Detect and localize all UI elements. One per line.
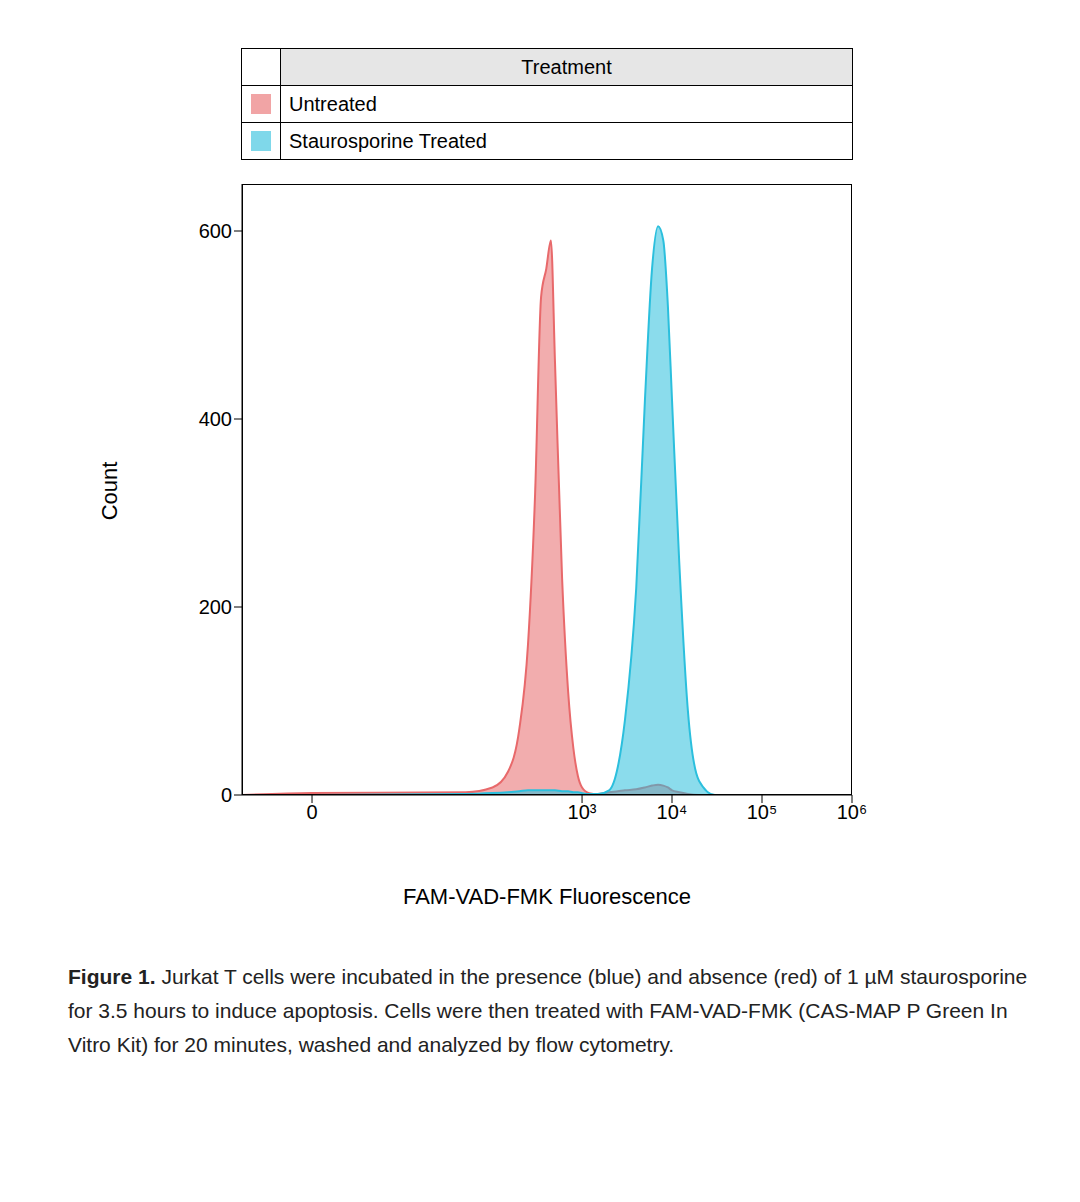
svg-text:10⁴: 10⁴ xyxy=(657,801,688,823)
html-text:Staurosporine Treated: Staurosporine Treated xyxy=(289,130,487,152)
svg-text:200: 200 xyxy=(199,596,232,618)
html-text:Untreated: Untreated xyxy=(289,93,377,115)
svg-text:10⁶: 10⁶ xyxy=(837,801,867,823)
html-text:Treatment: Treatment xyxy=(521,56,612,78)
html-text:FAM-VAD-FMK Fluorescence: FAM-VAD-FMK Fluorescence xyxy=(402,884,691,909)
html-text:Count: Count xyxy=(97,461,122,521)
svg-text:600: 600 xyxy=(199,220,232,242)
svg-text:10³: 10³ xyxy=(568,801,597,823)
svg-text:0: 0 xyxy=(306,801,317,823)
svg-text:0: 0 xyxy=(221,784,232,806)
svg-text:400: 400 xyxy=(199,408,232,430)
html-text:Figure 1. Jurkat T cells were: Figure 1. Jurkat T cells were incubated … xyxy=(68,965,1028,1056)
svg-text:10⁵: 10⁵ xyxy=(747,801,778,823)
